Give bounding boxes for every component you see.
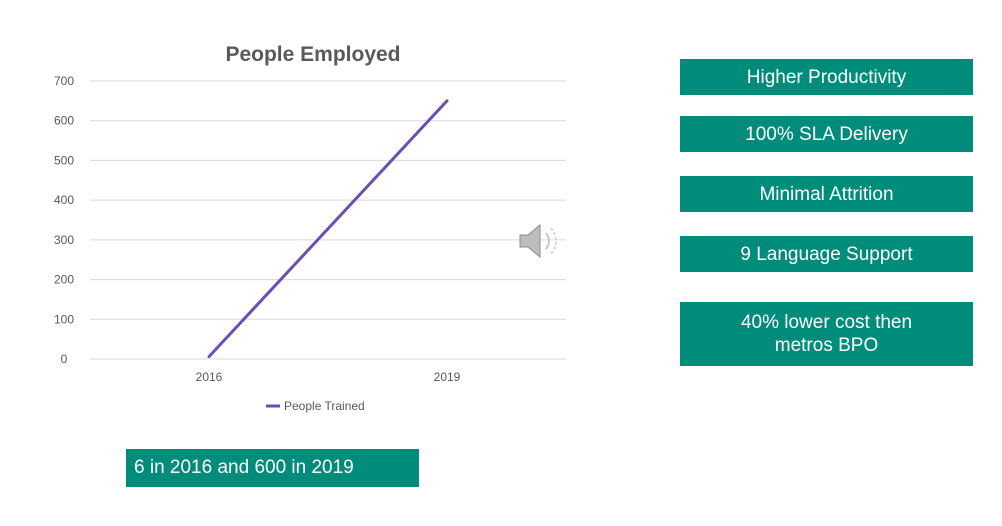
speaker-icon[interactable] <box>516 219 566 263</box>
feature-sla-delivery: 100% SLA Delivery <box>680 116 973 152</box>
summary-note: 6 in 2016 and 600 in 2019 <box>126 449 419 487</box>
feature-lower-cost: 40% lower cost then metros BPO <box>680 302 973 366</box>
feature-minimal-attrition: Minimal Attrition <box>680 176 973 212</box>
legend-label: People Trained <box>284 399 365 413</box>
x-tick-label: 2016 <box>196 370 223 384</box>
y-tick-label: 500 <box>54 153 74 167</box>
series-line <box>207 99 449 359</box>
x-tick-label: 2019 <box>434 370 461 384</box>
feature-higher-productivity: Higher Productivity <box>680 59 973 95</box>
y-tick-label: 700 <box>54 74 74 88</box>
y-tick-label: 200 <box>54 273 74 287</box>
y-tick-label: 100 <box>54 312 74 326</box>
y-tick-label: 600 <box>54 114 74 128</box>
people-employed-chart: People Employed 0 100 200 300 400 500 600 700 2… <box>54 43 566 413</box>
chart-legend: People Trained <box>266 399 365 413</box>
y-tick-label: 300 <box>54 233 74 247</box>
feature-language-support: 9 Language Support <box>680 236 973 272</box>
y-tick-label: 0 <box>61 352 68 366</box>
chart-title: People Employed <box>225 43 400 66</box>
y-tick-label: 400 <box>54 193 74 207</box>
